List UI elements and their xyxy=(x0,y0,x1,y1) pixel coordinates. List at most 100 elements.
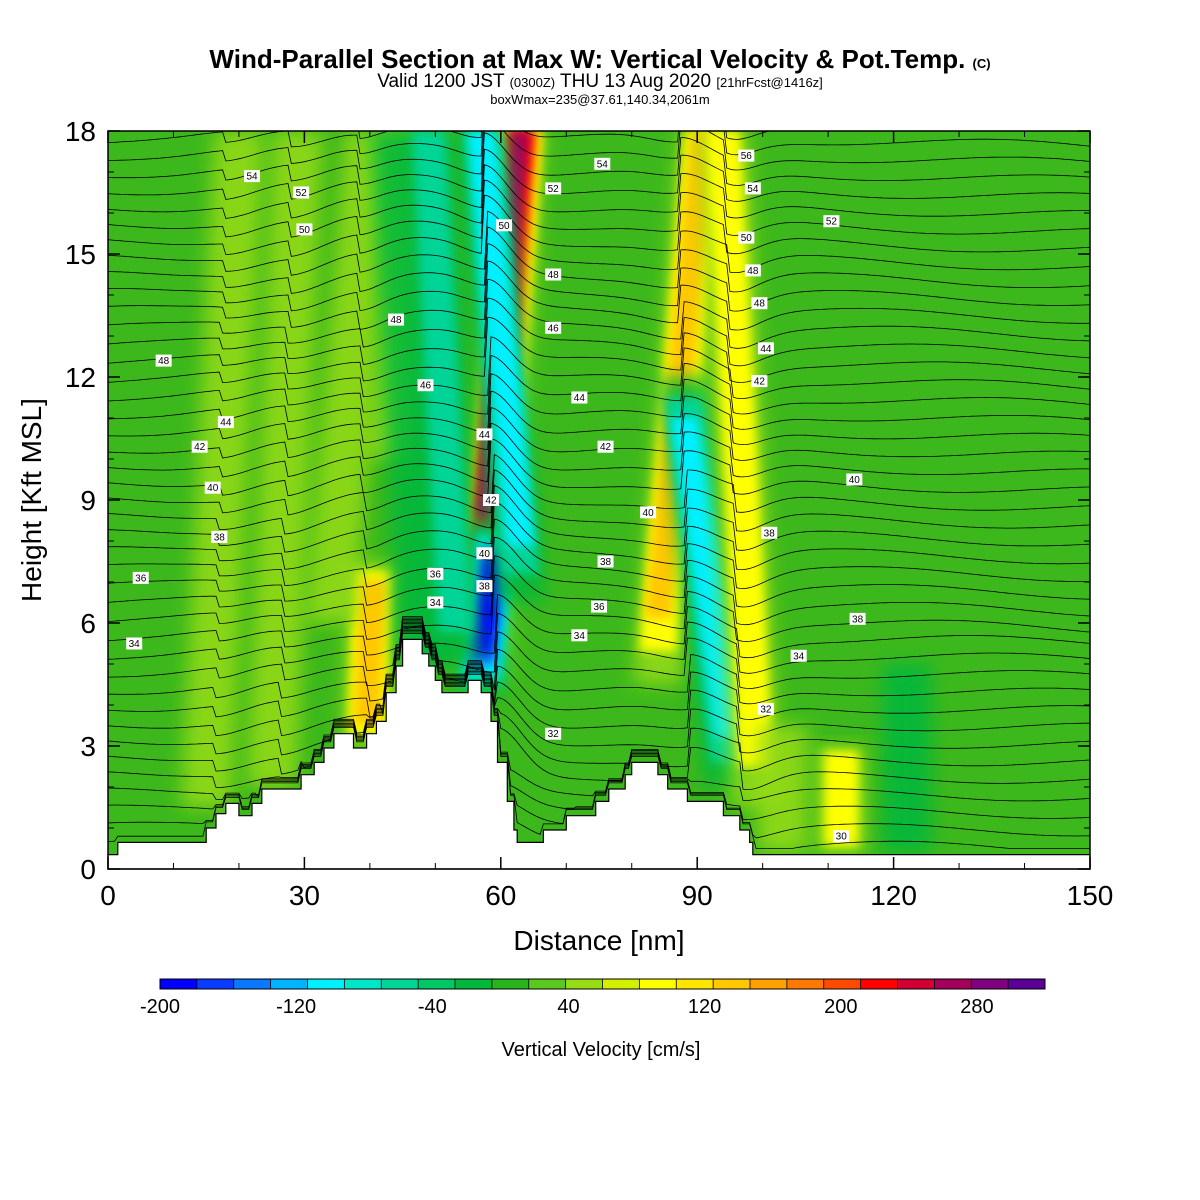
colorbar-swatch xyxy=(786,979,825,989)
x-axis-label: Distance [nm] xyxy=(513,925,684,956)
isentrope-line xyxy=(108,22,1090,90)
isentrope-label: 34 xyxy=(574,631,586,642)
colorbar-swatch xyxy=(381,979,419,989)
isentrope-label: 48 xyxy=(754,299,766,310)
isentrope-label-box xyxy=(388,313,405,326)
colorbar-frame xyxy=(159,978,1046,990)
isentrope-line xyxy=(108,131,1090,157)
isentrope-line xyxy=(108,624,1090,756)
isentrope-label-box xyxy=(751,297,768,310)
isentrope-label-box xyxy=(849,612,866,625)
isentrope-line xyxy=(108,501,1090,571)
isentrope-label-box xyxy=(211,530,228,543)
isentrope-line xyxy=(108,373,1090,433)
isentrope-label-box xyxy=(545,321,562,334)
isentrope-line xyxy=(108,226,1090,294)
isentrope-label-box xyxy=(217,416,234,429)
isentrope-label-box xyxy=(126,637,143,650)
isentrope-label-box xyxy=(591,600,607,613)
isentrope-line xyxy=(108,612,1090,674)
velocity-band xyxy=(181,131,264,808)
isentrope-label-box xyxy=(244,170,261,183)
copyright-mark: (C) xyxy=(972,56,991,71)
isentrope-label: 50 xyxy=(499,221,511,232)
isentrope-label: 44 xyxy=(479,430,491,441)
isentrope-label: 52 xyxy=(296,188,308,199)
isentrope-line xyxy=(108,628,1090,802)
terrain-profile xyxy=(107,638,1091,870)
isentrope-line xyxy=(108,484,1090,553)
isentrope-label: 42 xyxy=(194,442,206,453)
isentrope-line xyxy=(108,210,1090,276)
y-tick-label: 18 xyxy=(65,116,96,147)
colorbar-tick-label: 40 xyxy=(557,996,579,1018)
isentrope-label: 42 xyxy=(754,377,766,388)
isentrope-label-box xyxy=(846,473,863,486)
isentrope-label: 38 xyxy=(214,532,226,543)
x-tick-label: 90 xyxy=(682,880,713,911)
isentrope-label-box xyxy=(482,494,499,506)
isentrope-label-box xyxy=(744,264,761,277)
colorbar-swatch xyxy=(528,979,566,989)
x-tick-label: 150 xyxy=(1067,880,1114,911)
colorbar-swatch xyxy=(344,979,382,989)
isentrope-label-box xyxy=(476,428,493,441)
isentrope-label: 46 xyxy=(548,323,560,334)
box-wmax-line: boxWmax=235@37.61,140.34,2061m xyxy=(490,92,710,107)
isentrope-label-box xyxy=(738,231,755,244)
isentrope-label: 52 xyxy=(548,184,560,195)
isentrope-label-box xyxy=(296,223,313,236)
velocity-band xyxy=(305,131,395,623)
isentrope-label-box xyxy=(833,830,850,843)
isentrope-label: 44 xyxy=(760,344,772,355)
isentrope-label-box xyxy=(751,375,768,388)
isentrope-line xyxy=(108,422,1090,483)
isentrope-label: 48 xyxy=(158,356,170,367)
y-tick-label: 12 xyxy=(65,362,96,393)
isentrope-label-box xyxy=(744,182,761,195)
isentrope-line xyxy=(108,336,1090,399)
colorbar-swatch xyxy=(860,979,898,989)
isentrope-label: 54 xyxy=(747,184,759,195)
isentrope-label: 38 xyxy=(852,614,864,625)
velocity-band xyxy=(246,131,323,787)
isentrope-line xyxy=(108,555,1090,626)
colorbar-swatch xyxy=(455,979,493,989)
isentrope-label: 32 xyxy=(548,729,560,740)
isentrope-label-box xyxy=(823,215,840,228)
isentrope-line xyxy=(108,632,1090,849)
y-tick-label: 3 xyxy=(80,731,96,762)
isentrope-label: 36 xyxy=(135,573,147,584)
colorbar-swatch xyxy=(565,979,603,989)
isentrope-line xyxy=(108,619,1090,691)
x-tick-label: 120 xyxy=(870,880,917,911)
isentrope-line xyxy=(108,623,1090,737)
isentrope-label-box xyxy=(571,391,588,404)
isentrope-label: 54 xyxy=(597,159,609,170)
isentrope-line xyxy=(108,164,1090,224)
isentrope-label-box xyxy=(476,580,493,593)
velocity-band xyxy=(757,725,808,853)
isentrope-line xyxy=(108,620,1090,708)
isentrope-label: 40 xyxy=(849,475,861,486)
colorbar-swatch xyxy=(971,979,1009,989)
y-tick-label: 0 xyxy=(80,854,96,885)
valid-date: THU 13 Aug 2020 xyxy=(560,71,712,92)
isentrope-label: 48 xyxy=(390,315,402,326)
isentrope-line xyxy=(108,438,1090,498)
isentrope-label-box xyxy=(761,526,778,539)
colorbar-swatch xyxy=(1008,979,1046,989)
isentrope-label: 34 xyxy=(129,639,141,650)
velocity-band xyxy=(816,746,867,853)
velocity-band xyxy=(881,664,932,853)
y-axis-label: Height [Kft MSL] xyxy=(16,398,47,602)
colorbar-tick-label: 280 xyxy=(960,996,993,1018)
isentrope-label-box xyxy=(738,149,755,162)
colorbar-swatch xyxy=(897,979,935,989)
isentrope-line xyxy=(108,179,1090,239)
colorbar-tick-label: -200 xyxy=(140,996,180,1018)
isentrope-label-box xyxy=(417,379,434,392)
colorbar-swatch xyxy=(418,979,456,989)
x-tick-label: 60 xyxy=(485,880,516,911)
isentrope-line xyxy=(108,536,1090,608)
